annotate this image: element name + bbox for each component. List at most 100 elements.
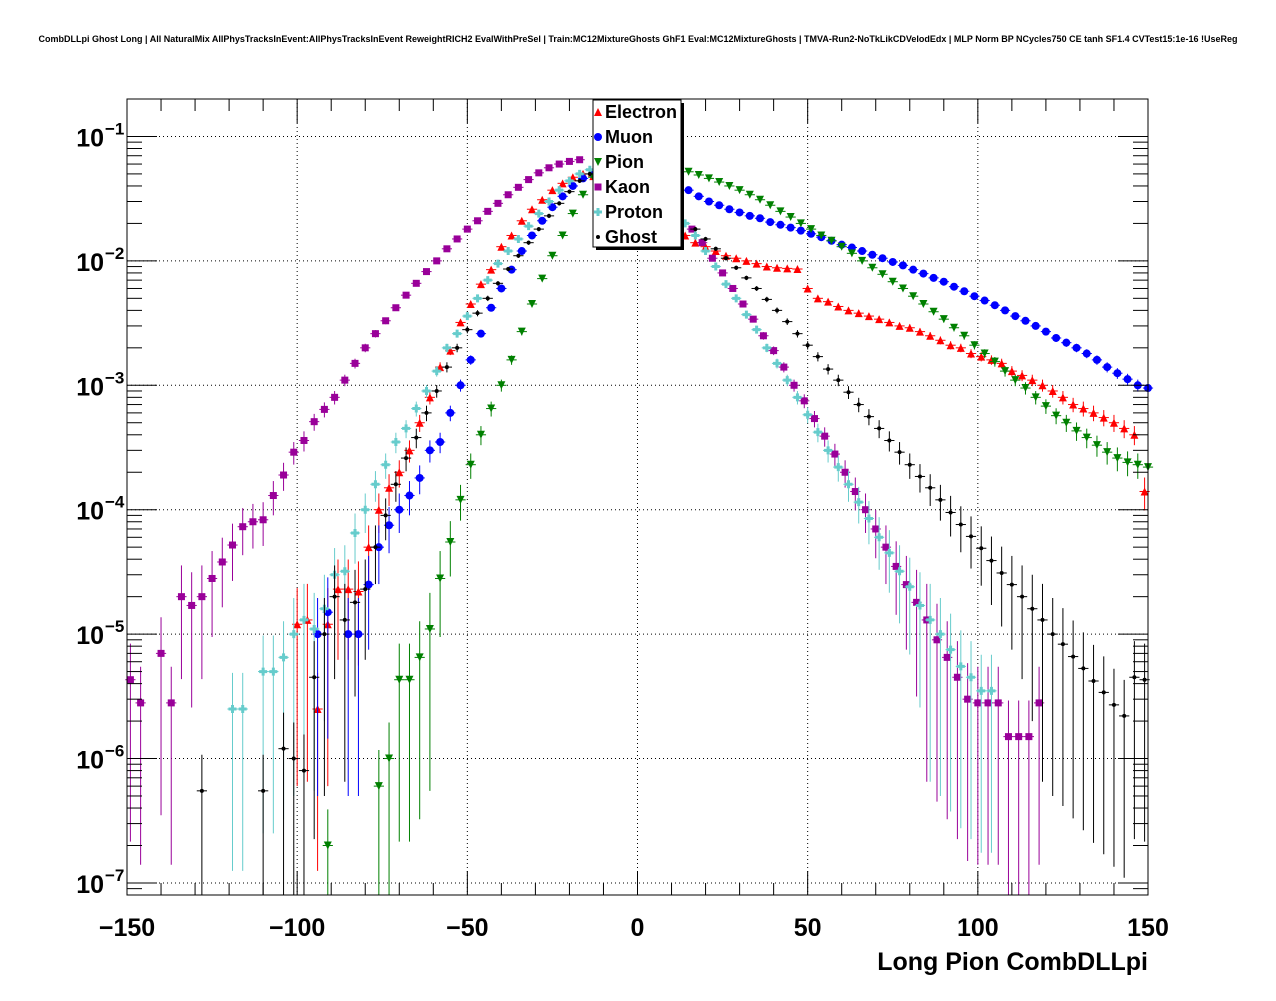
- data-point: [919, 300, 928, 309]
- data-point: [929, 307, 938, 316]
- data-point: [364, 580, 373, 589]
- data-point: [681, 219, 690, 228]
- data-point: [956, 343, 965, 352]
- data-point: [729, 284, 737, 292]
- data-point: [1025, 733, 1033, 741]
- data-point: [568, 209, 577, 218]
- data-point: [1028, 376, 1037, 385]
- data-point: [759, 332, 767, 340]
- data-point: [385, 521, 394, 530]
- data-point: [188, 601, 196, 609]
- data-point: [299, 615, 308, 624]
- data-point: [402, 424, 411, 433]
- data-point: [786, 223, 795, 232]
- data-point: [875, 533, 884, 542]
- data-point: [495, 281, 500, 286]
- data-point: [497, 381, 506, 390]
- data-point: [524, 222, 533, 231]
- data-point: [517, 216, 526, 225]
- data-point: [575, 169, 584, 178]
- data-point: [322, 632, 327, 637]
- data-point: [497, 284, 506, 293]
- data-point: [517, 327, 526, 336]
- data-point: [1092, 441, 1101, 450]
- data-point: [796, 226, 805, 235]
- data-point: [810, 415, 818, 423]
- x-tick-label: 150: [1127, 914, 1169, 942]
- data-point: [269, 492, 277, 500]
- data-point: [775, 308, 780, 313]
- data-point: [844, 480, 853, 489]
- data-point: [261, 788, 266, 793]
- data-point: [1009, 582, 1014, 587]
- data-point: [773, 359, 782, 368]
- data-point: [1015, 733, 1023, 741]
- legend-label-muon: Muon: [605, 127, 653, 147]
- y-tick-exponent: −7: [105, 866, 124, 885]
- data-point: [990, 357, 999, 366]
- data-point: [527, 205, 536, 214]
- data-point: [856, 402, 861, 407]
- data-point: [385, 754, 394, 763]
- data-point: [443, 245, 451, 253]
- data-point: [442, 343, 451, 352]
- data-point: [970, 292, 979, 301]
- data-point: [1062, 338, 1071, 347]
- data-point: [936, 336, 945, 345]
- data-point: [831, 450, 839, 458]
- data-point: [813, 294, 822, 303]
- data-point: [943, 653, 951, 661]
- data-point: [1109, 418, 1118, 427]
- y-tick-label: 10: [76, 871, 104, 899]
- data-point: [1122, 713, 1127, 718]
- data-point: [1120, 424, 1129, 433]
- data-point: [487, 404, 496, 413]
- data-point: [385, 483, 394, 492]
- data-point: [436, 438, 445, 447]
- legend-marker-pion: [594, 158, 602, 166]
- data-point: [395, 505, 404, 514]
- data-point: [813, 428, 822, 437]
- data-point: [877, 426, 882, 431]
- data-point: [742, 256, 751, 265]
- legend-label-kaon: Kaon: [605, 177, 650, 197]
- data-point: [970, 341, 979, 350]
- data-point: [980, 349, 989, 358]
- data-point: [1132, 675, 1137, 680]
- data-point: [371, 330, 379, 338]
- data-point: [381, 460, 390, 469]
- data-point: [1018, 371, 1027, 380]
- data-point: [783, 376, 792, 385]
- data-point: [1113, 454, 1122, 463]
- data-point: [723, 256, 728, 261]
- data-point: [826, 367, 831, 372]
- data-point: [280, 471, 288, 479]
- data-point: [926, 615, 935, 624]
- data-point: [126, 676, 134, 684]
- data-point: [708, 254, 716, 262]
- data-point: [800, 397, 808, 405]
- data-point: [402, 291, 410, 299]
- data-point: [506, 267, 511, 272]
- data-point: [228, 705, 237, 714]
- data-point: [1052, 333, 1061, 342]
- data-point: [948, 510, 953, 515]
- data-point: [555, 186, 564, 195]
- data-point: [320, 405, 328, 413]
- data-point: [371, 480, 380, 489]
- data-point: [1091, 678, 1096, 683]
- data-point: [229, 541, 237, 549]
- data-point: [946, 645, 955, 654]
- data-point: [1142, 677, 1147, 682]
- y-tick-exponent: −1: [105, 119, 124, 138]
- legend-label-proton: Proton: [605, 202, 663, 222]
- data-point: [847, 249, 856, 258]
- y-tick-label: 10: [76, 249, 104, 277]
- data-point: [557, 201, 562, 206]
- data-point: [331, 393, 339, 401]
- data-point: [466, 355, 475, 364]
- data-point: [704, 197, 713, 206]
- data-point: [841, 468, 849, 476]
- data-point: [898, 261, 907, 270]
- data-point: [218, 558, 226, 566]
